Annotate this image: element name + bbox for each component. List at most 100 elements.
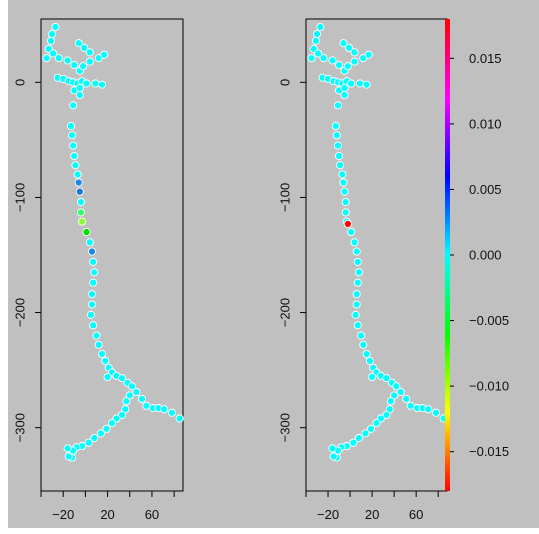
data-point [351,310,360,319]
data-point [49,49,58,58]
data-point [64,452,73,461]
x-tick-label: 20 [365,507,379,522]
colorbar-tick-label: 0.000 [469,248,502,263]
data-point [66,122,76,131]
data-point [69,101,78,110]
data-point [101,356,110,365]
data-point [350,48,359,57]
data-point [311,36,320,45]
highlighted-data-point [343,219,352,228]
data-point [364,50,373,59]
data-point [334,151,344,161]
data-point [85,57,94,66]
figure-background [8,0,539,528]
data-point [68,131,77,140]
data-point [392,382,401,391]
data-point [91,79,100,88]
data-point [328,56,337,65]
data-point [328,444,337,453]
data-point [89,278,98,287]
data-point [84,438,93,447]
data-point [307,54,316,63]
x-tick-label: 60 [409,507,423,522]
data-point [314,49,323,58]
data-point [349,438,358,447]
colorbar-tick-label: 0.010 [469,116,502,131]
data-point [42,54,51,63]
data-point [362,349,371,359]
data-point [386,397,395,406]
data-point [338,170,347,179]
data-point [76,197,85,207]
data-point [368,372,377,382]
data-point [347,227,356,237]
data-point [117,374,127,383]
data-point [339,39,348,48]
colorbar-tick-label: −0.010 [469,379,509,394]
data-point [424,405,433,414]
data-point [82,79,91,88]
data-point [347,79,356,88]
data-point [48,29,57,39]
data-point [312,29,322,39]
data-point [85,48,94,57]
data-point [365,356,374,365]
data-point [75,187,84,196]
data-point [96,429,105,438]
data-point [343,62,352,71]
data-point [63,444,72,453]
data-point [350,238,359,247]
x-tick-label: −20 [52,507,74,522]
data-point [100,50,109,59]
data-point [137,394,147,403]
data-point [341,208,350,217]
colorbar-tick-label: −0.005 [469,313,509,328]
data-point [350,57,359,66]
data-point [339,178,348,187]
data-point [382,374,391,383]
data-point [340,84,349,93]
colorbar-gradient [445,19,450,491]
data-point [75,84,84,93]
data-point [46,36,56,45]
data-point [82,227,91,237]
data-point [316,23,325,32]
data-point [92,331,101,340]
data-point [333,101,342,110]
plot-frame [40,18,184,492]
colorbar-tick-label: 0.005 [469,182,502,197]
data-point [372,419,381,428]
data-point [352,247,361,256]
data-point [74,178,83,187]
data-point [344,43,354,52]
left-scatter-panel: −20 20 60 0 −100 −200 −300 [13,18,184,522]
data-point [97,80,107,89]
data-point [76,208,85,217]
data-point [51,23,60,32]
y-tick-label: −100 [13,183,28,212]
data-point [107,419,117,428]
colorbar-tick-label: −0.015 [469,444,509,459]
data-point [74,39,83,48]
data-point [334,60,344,70]
data-point [77,217,87,226]
colorbar-tick-label: 0.015 [469,51,502,66]
data-point [87,247,97,256]
data-point [122,397,131,406]
data-point [354,268,363,277]
data-point [352,290,361,299]
data-point [79,62,88,71]
data-point [359,340,368,349]
data-point [353,321,362,330]
data-point [89,321,98,330]
data-point [167,408,176,417]
data-point [80,43,89,52]
y-tick-label: −200 [278,298,293,327]
data-point [127,382,137,391]
y-tick-label: −100 [278,183,293,212]
data-point [329,452,338,461]
data-point [332,131,341,140]
y-tick-label: −300 [278,413,293,442]
data-point [340,90,349,100]
